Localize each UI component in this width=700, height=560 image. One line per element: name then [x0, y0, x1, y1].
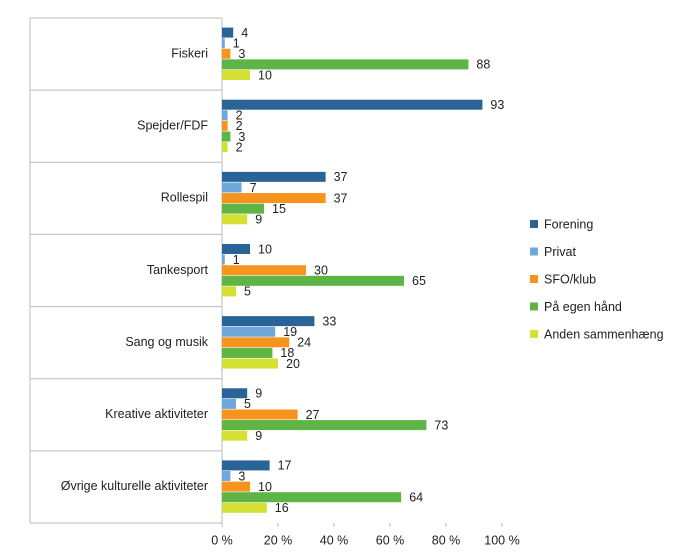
bar: [222, 203, 264, 214]
category-label: Kreative aktiviteter: [105, 407, 208, 421]
bar: [222, 182, 242, 193]
data-label: 16: [275, 501, 289, 515]
category-label: Rollespil: [161, 191, 208, 205]
bar: [222, 38, 225, 49]
legend-swatch: [530, 275, 538, 283]
bar: [222, 502, 267, 513]
data-label: 24: [297, 336, 311, 350]
legend-swatch: [530, 330, 538, 338]
data-label: 17: [278, 459, 292, 473]
bar: [222, 275, 404, 286]
data-label: 37: [334, 170, 348, 184]
bar: [222, 120, 228, 131]
data-label: 65: [412, 274, 426, 288]
legend-label: SFO/klub: [544, 272, 596, 286]
data-label: 1: [233, 36, 240, 50]
bar: [222, 48, 231, 59]
category-label: Spejder/FDF: [137, 119, 208, 133]
bar: [222, 99, 483, 110]
x-tick-label: 40 %: [320, 533, 349, 547]
legend-swatch: [530, 220, 538, 228]
x-tick-label: 60 %: [376, 533, 405, 547]
bar: [222, 131, 231, 142]
legend-label: Forening: [544, 217, 593, 231]
data-label: 3: [238, 47, 245, 61]
category-label: Øvrige kulturelle aktiviteter: [61, 479, 208, 493]
data-label: 2: [236, 109, 243, 123]
data-label: 27: [306, 408, 320, 422]
bar: [222, 347, 273, 358]
data-label: 9: [255, 387, 262, 401]
bar: [222, 420, 427, 431]
bar: [222, 388, 248, 399]
bar: [222, 492, 402, 503]
data-label: 33: [322, 314, 336, 328]
bar: [222, 430, 248, 441]
bar: [222, 59, 469, 70]
bar: [222, 460, 270, 471]
bar: [222, 110, 228, 121]
data-label: 4: [241, 26, 248, 40]
bar: [222, 265, 306, 276]
legend-label: Privat: [544, 245, 576, 259]
legend-swatch: [530, 302, 538, 311]
bar: [222, 409, 298, 420]
bar: [222, 326, 276, 337]
legend-label: Anden sammenhæng: [544, 327, 664, 341]
data-label: 9: [255, 213, 262, 227]
bar: [222, 142, 228, 153]
data-label: 3: [238, 469, 245, 483]
category-label: Tankesport: [147, 263, 209, 277]
data-label: 7: [250, 181, 257, 195]
bar: [222, 286, 236, 297]
bar: [222, 27, 234, 38]
data-label: 20: [286, 357, 300, 371]
bar: [222, 69, 250, 80]
bar: [222, 337, 290, 348]
category-label: Fiskeri: [171, 46, 208, 60]
x-tick-label: 80 %: [432, 533, 461, 547]
data-label: 3: [238, 130, 245, 144]
data-label: 15: [272, 202, 286, 216]
bar: [222, 398, 236, 409]
bar: [222, 193, 326, 204]
data-label: 10: [258, 480, 272, 494]
bar: [222, 254, 225, 265]
data-label: 10: [258, 242, 272, 256]
legend-label: På egen hånd: [544, 300, 622, 314]
bar: [222, 214, 248, 225]
data-label: 10: [258, 68, 272, 82]
x-tick-label: 20 %: [264, 533, 293, 547]
bar: [222, 358, 278, 369]
data-label: 2: [236, 140, 243, 154]
data-label: 2: [236, 119, 243, 133]
bar: [222, 316, 315, 327]
data-label: 19: [283, 325, 297, 339]
data-label: 1: [233, 253, 240, 267]
bar: [222, 471, 231, 482]
bar: [222, 481, 250, 492]
bar: [222, 171, 326, 182]
bar: [222, 244, 250, 254]
data-label: 73: [434, 418, 448, 432]
data-label: 5: [244, 285, 251, 299]
x-tick-label: 0 %: [211, 533, 233, 547]
category-label: Sang og musik: [125, 335, 208, 349]
data-label: 30: [314, 263, 328, 277]
data-label: 5: [244, 397, 251, 411]
data-label: 93: [490, 98, 504, 112]
data-label: 37: [334, 191, 348, 205]
data-label: 9: [255, 429, 262, 443]
legend-swatch: [530, 247, 538, 256]
data-label: 18: [280, 346, 294, 360]
data-label: 64: [409, 491, 423, 505]
x-tick-label: 100 %: [484, 533, 519, 547]
data-label: 88: [476, 58, 490, 72]
